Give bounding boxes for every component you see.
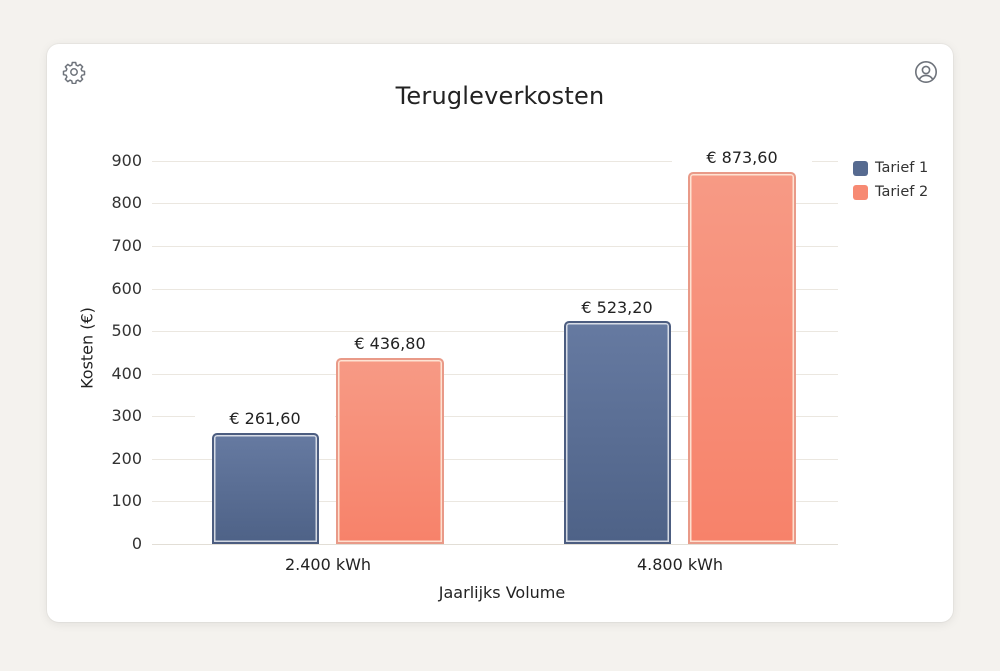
gridline-400 — [152, 374, 838, 375]
legend: Tarief 1 Tarief 2 — [853, 156, 928, 204]
gridline-300 — [152, 416, 838, 417]
y-tick: 700 — [111, 236, 142, 255]
legend-swatch-tarief2 — [853, 184, 868, 200]
value-label: € 873,60 — [672, 148, 812, 168]
user-profile-button[interactable] — [913, 59, 939, 85]
y-tick: 200 — [111, 449, 142, 468]
y-tick: 400 — [111, 364, 142, 383]
bar-tarief1-4800[interactable] — [564, 321, 671, 544]
legend-label: Tarief 2 — [875, 184, 929, 200]
gridline-600 — [152, 289, 838, 290]
y-tick: 800 — [111, 193, 142, 212]
bar-tarief2-2400[interactable] — [336, 358, 444, 544]
gridline-700 — [152, 246, 838, 247]
gear-icon — [62, 61, 86, 84]
legend-item-tarief1[interactable]: Tarief 1 — [853, 156, 928, 180]
chart-title: Terugleverkosten — [395, 82, 605, 110]
y-tick: 300 — [111, 406, 142, 425]
gridline-900 — [152, 161, 838, 162]
x-axis-label: Jaarlijks Volume — [438, 583, 566, 602]
chart-card — [47, 44, 953, 622]
y-tick: 100 — [111, 491, 142, 510]
value-label: € 436,80 — [320, 334, 460, 354]
y-axis-label: Kosten (€) — [77, 307, 97, 389]
bar-tarief2-4800[interactable] — [688, 172, 796, 544]
y-tick: 900 — [111, 151, 142, 170]
legend-item-tarief2[interactable]: Tarief 2 — [853, 180, 928, 204]
gridline-800 — [152, 203, 838, 204]
x-tick: 2.400 kWh — [284, 555, 372, 574]
legend-label: Tarief 1 — [875, 160, 929, 176]
gridline-500 — [152, 331, 838, 332]
bar-tarief1-2400[interactable] — [212, 433, 319, 544]
legend-swatch-tarief1 — [853, 160, 868, 176]
gridline-200 — [152, 459, 838, 460]
user-circle-icon — [915, 61, 937, 83]
value-label: € 261,60 — [195, 409, 335, 429]
x-axis-baseline — [152, 544, 838, 545]
settings-button[interactable] — [61, 59, 87, 85]
y-tick: 600 — [111, 279, 142, 298]
y-tick: 0 — [131, 534, 142, 553]
x-tick: 4.800 kWh — [636, 555, 724, 574]
value-label: € 523,20 — [547, 298, 687, 318]
gridline-100 — [152, 501, 838, 502]
y-tick: 500 — [111, 321, 142, 340]
